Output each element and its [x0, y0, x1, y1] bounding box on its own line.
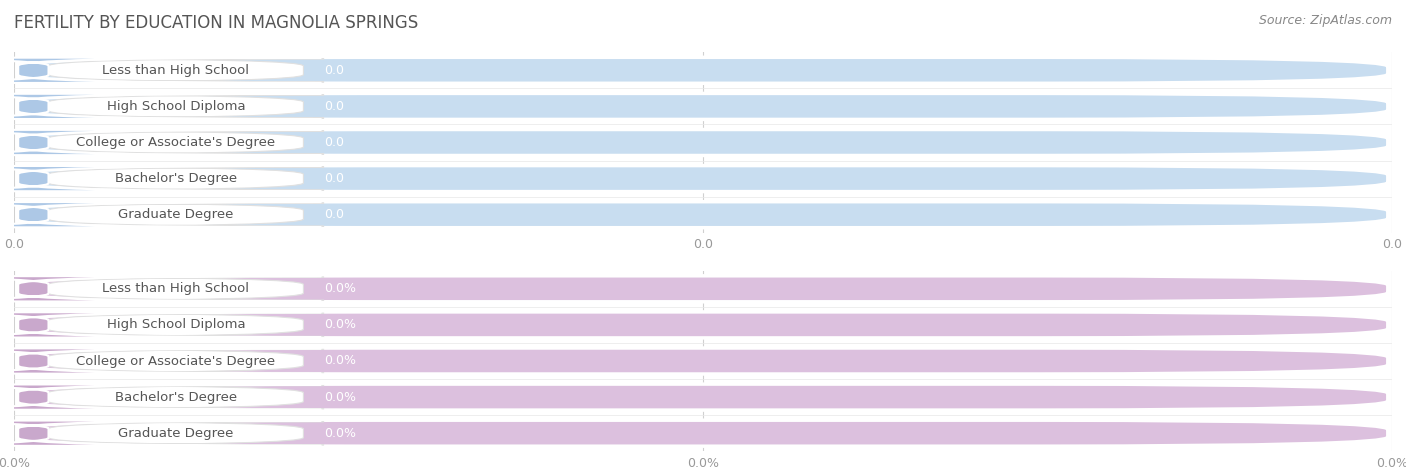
FancyBboxPatch shape	[17, 276, 1388, 302]
FancyBboxPatch shape	[28, 203, 325, 226]
Text: Less than High School: Less than High School	[103, 282, 249, 295]
Text: Bachelor's Degree: Bachelor's Degree	[115, 390, 238, 404]
FancyBboxPatch shape	[17, 384, 1388, 410]
FancyBboxPatch shape	[17, 166, 1388, 191]
Text: 0.0: 0.0	[325, 172, 344, 185]
Text: Source: ZipAtlas.com: Source: ZipAtlas.com	[1258, 14, 1392, 27]
Text: 0.0%: 0.0%	[325, 427, 356, 440]
FancyBboxPatch shape	[0, 312, 322, 338]
Text: High School Diploma: High School Diploma	[107, 100, 245, 113]
Text: 0.0: 0.0	[325, 64, 344, 77]
FancyBboxPatch shape	[0, 348, 322, 374]
FancyBboxPatch shape	[17, 348, 1388, 374]
Text: FERTILITY BY EDUCATION IN MAGNOLIA SPRINGS: FERTILITY BY EDUCATION IN MAGNOLIA SPRIN…	[14, 14, 419, 32]
FancyBboxPatch shape	[0, 384, 322, 410]
Text: 0.0%: 0.0%	[325, 318, 356, 332]
Text: High School Diploma: High School Diploma	[107, 318, 245, 332]
FancyBboxPatch shape	[17, 57, 1388, 83]
FancyBboxPatch shape	[17, 94, 1388, 119]
FancyBboxPatch shape	[28, 167, 325, 190]
FancyBboxPatch shape	[0, 276, 322, 302]
FancyBboxPatch shape	[28, 95, 325, 118]
Text: College or Associate's Degree: College or Associate's Degree	[76, 354, 276, 368]
FancyBboxPatch shape	[17, 202, 1388, 228]
FancyBboxPatch shape	[28, 59, 325, 82]
FancyBboxPatch shape	[0, 94, 322, 119]
Text: Graduate Degree: Graduate Degree	[118, 208, 233, 221]
FancyBboxPatch shape	[28, 422, 325, 445]
FancyBboxPatch shape	[0, 130, 322, 155]
Text: 0.0%: 0.0%	[325, 282, 356, 295]
Text: 0.0%: 0.0%	[325, 390, 356, 404]
FancyBboxPatch shape	[0, 420, 322, 446]
Text: 0.0: 0.0	[325, 100, 344, 113]
FancyBboxPatch shape	[28, 386, 325, 408]
Text: Graduate Degree: Graduate Degree	[118, 427, 233, 440]
FancyBboxPatch shape	[0, 57, 322, 83]
FancyBboxPatch shape	[0, 166, 322, 191]
Text: 0.0: 0.0	[325, 208, 344, 221]
Text: Bachelor's Degree: Bachelor's Degree	[115, 172, 238, 185]
Text: Less than High School: Less than High School	[103, 64, 249, 77]
FancyBboxPatch shape	[28, 131, 325, 154]
FancyBboxPatch shape	[28, 314, 325, 336]
FancyBboxPatch shape	[28, 350, 325, 372]
Text: 0.0: 0.0	[325, 136, 344, 149]
FancyBboxPatch shape	[28, 277, 325, 300]
FancyBboxPatch shape	[17, 312, 1388, 338]
FancyBboxPatch shape	[0, 202, 322, 228]
FancyBboxPatch shape	[17, 130, 1388, 155]
FancyBboxPatch shape	[17, 420, 1388, 446]
Text: 0.0%: 0.0%	[325, 354, 356, 368]
Text: College or Associate's Degree: College or Associate's Degree	[76, 136, 276, 149]
